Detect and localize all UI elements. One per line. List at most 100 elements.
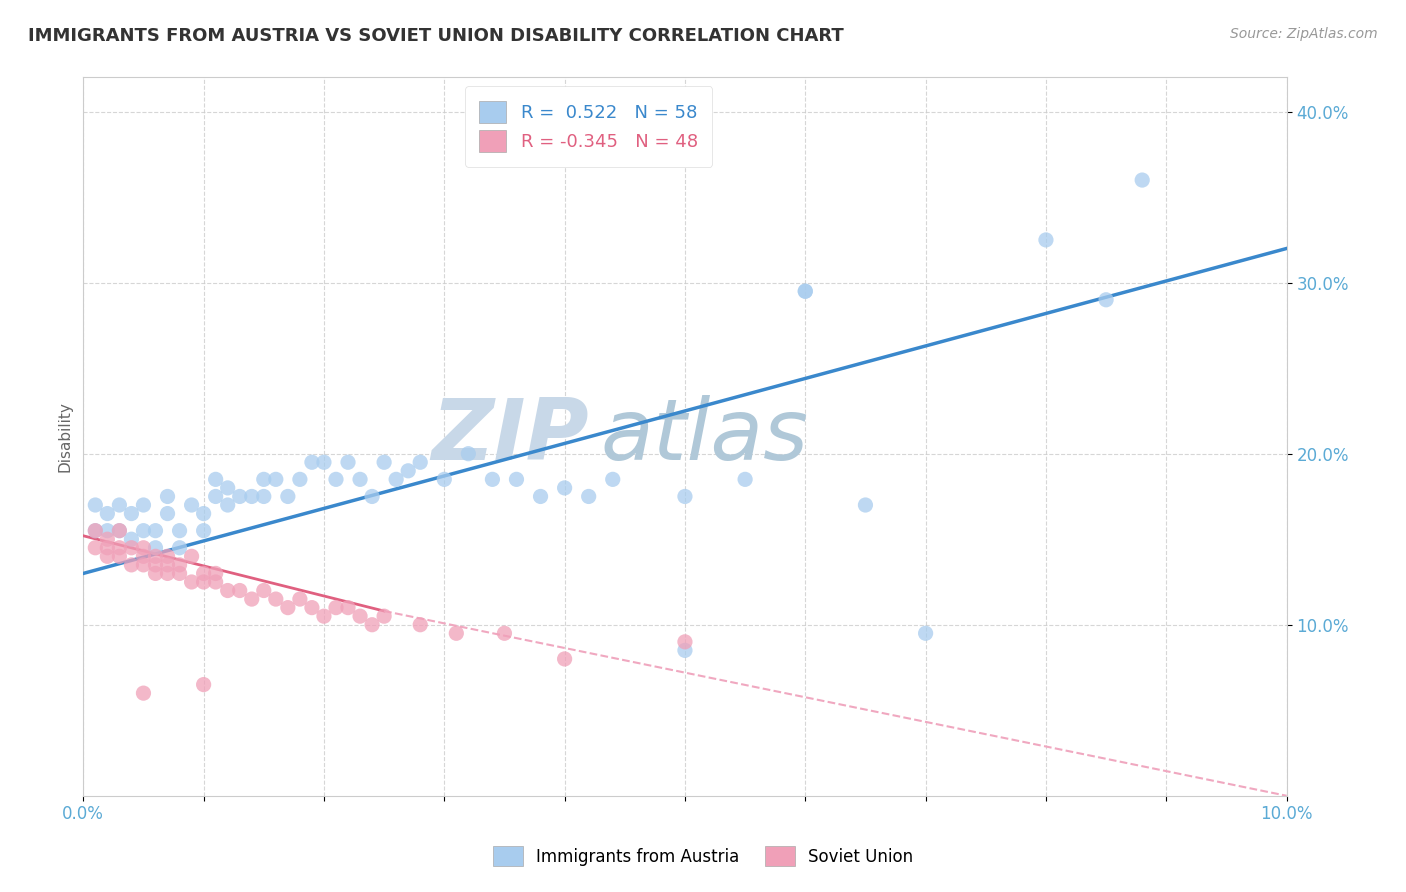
Point — [217, 498, 239, 512]
Point — [204, 566, 226, 581]
Point — [494, 626, 516, 640]
Point — [108, 549, 131, 564]
Point — [108, 541, 131, 555]
Point — [84, 541, 107, 555]
Point — [288, 472, 311, 486]
Point — [277, 490, 299, 504]
Point — [145, 541, 167, 555]
Point — [349, 609, 371, 624]
Point — [409, 455, 432, 469]
Point — [180, 574, 202, 589]
Point — [156, 549, 179, 564]
Point — [204, 490, 226, 504]
Point — [156, 566, 179, 581]
Point — [96, 549, 118, 564]
Point — [433, 472, 456, 486]
Point — [554, 481, 576, 495]
Point — [301, 600, 323, 615]
Point — [132, 558, 155, 572]
Point — [914, 626, 936, 640]
Point — [120, 507, 142, 521]
Legend: R =  0.522   N = 58, R = -0.345   N = 48: R = 0.522 N = 58, R = -0.345 N = 48 — [465, 87, 713, 167]
Point — [193, 574, 215, 589]
Point — [373, 455, 395, 469]
Text: atlas: atlas — [600, 395, 808, 478]
Point — [312, 609, 335, 624]
Point — [253, 472, 276, 486]
Point — [325, 472, 347, 486]
Point — [734, 472, 756, 486]
Point — [132, 541, 155, 555]
Point — [481, 472, 503, 486]
Text: Source: ZipAtlas.com: Source: ZipAtlas.com — [1230, 27, 1378, 41]
Point — [84, 498, 107, 512]
Point — [156, 558, 179, 572]
Point — [108, 498, 131, 512]
Point — [361, 617, 384, 632]
Legend: Immigrants from Austria, Soviet Union: Immigrants from Austria, Soviet Union — [485, 838, 921, 875]
Point — [180, 549, 202, 564]
Point — [373, 609, 395, 624]
Point — [169, 558, 191, 572]
Point — [217, 583, 239, 598]
Point — [396, 464, 419, 478]
Point — [264, 592, 287, 607]
Point — [145, 524, 167, 538]
Point — [228, 583, 250, 598]
Point — [337, 455, 360, 469]
Point — [108, 524, 131, 538]
Point — [457, 447, 479, 461]
Point — [84, 524, 107, 538]
Point — [240, 490, 263, 504]
Point — [529, 490, 551, 504]
Point — [193, 507, 215, 521]
Point — [217, 481, 239, 495]
Point — [505, 472, 527, 486]
Text: ZIP: ZIP — [432, 395, 589, 478]
Point — [145, 558, 167, 572]
Point — [169, 566, 191, 581]
Point — [361, 490, 384, 504]
Point — [108, 524, 131, 538]
Point — [132, 549, 155, 564]
Point — [240, 592, 263, 607]
Point — [409, 617, 432, 632]
Point — [193, 677, 215, 691]
Point — [349, 472, 371, 486]
Point — [1035, 233, 1057, 247]
Point — [253, 583, 276, 598]
Point — [204, 574, 226, 589]
Point — [446, 626, 468, 640]
Point — [385, 472, 408, 486]
Point — [277, 600, 299, 615]
Point — [120, 541, 142, 555]
Point — [673, 490, 696, 504]
Point — [120, 558, 142, 572]
Point — [96, 507, 118, 521]
Point — [673, 635, 696, 649]
Point — [132, 686, 155, 700]
Point — [132, 524, 155, 538]
Point — [156, 490, 179, 504]
Point — [193, 566, 215, 581]
Text: IMMIGRANTS FROM AUSTRIA VS SOVIET UNION DISABILITY CORRELATION CHART: IMMIGRANTS FROM AUSTRIA VS SOVIET UNION … — [28, 27, 844, 45]
Point — [84, 524, 107, 538]
Point — [169, 524, 191, 538]
Point — [301, 455, 323, 469]
Point — [253, 490, 276, 504]
Point — [132, 498, 155, 512]
Point — [288, 592, 311, 607]
Point — [169, 541, 191, 555]
Point — [1130, 173, 1153, 187]
Point — [554, 652, 576, 666]
Point — [312, 455, 335, 469]
Point — [855, 498, 877, 512]
Point — [794, 284, 817, 298]
Point — [96, 524, 118, 538]
Point — [325, 600, 347, 615]
Point — [145, 566, 167, 581]
Point — [602, 472, 624, 486]
Point — [1095, 293, 1118, 307]
Point — [193, 524, 215, 538]
Point — [673, 643, 696, 657]
